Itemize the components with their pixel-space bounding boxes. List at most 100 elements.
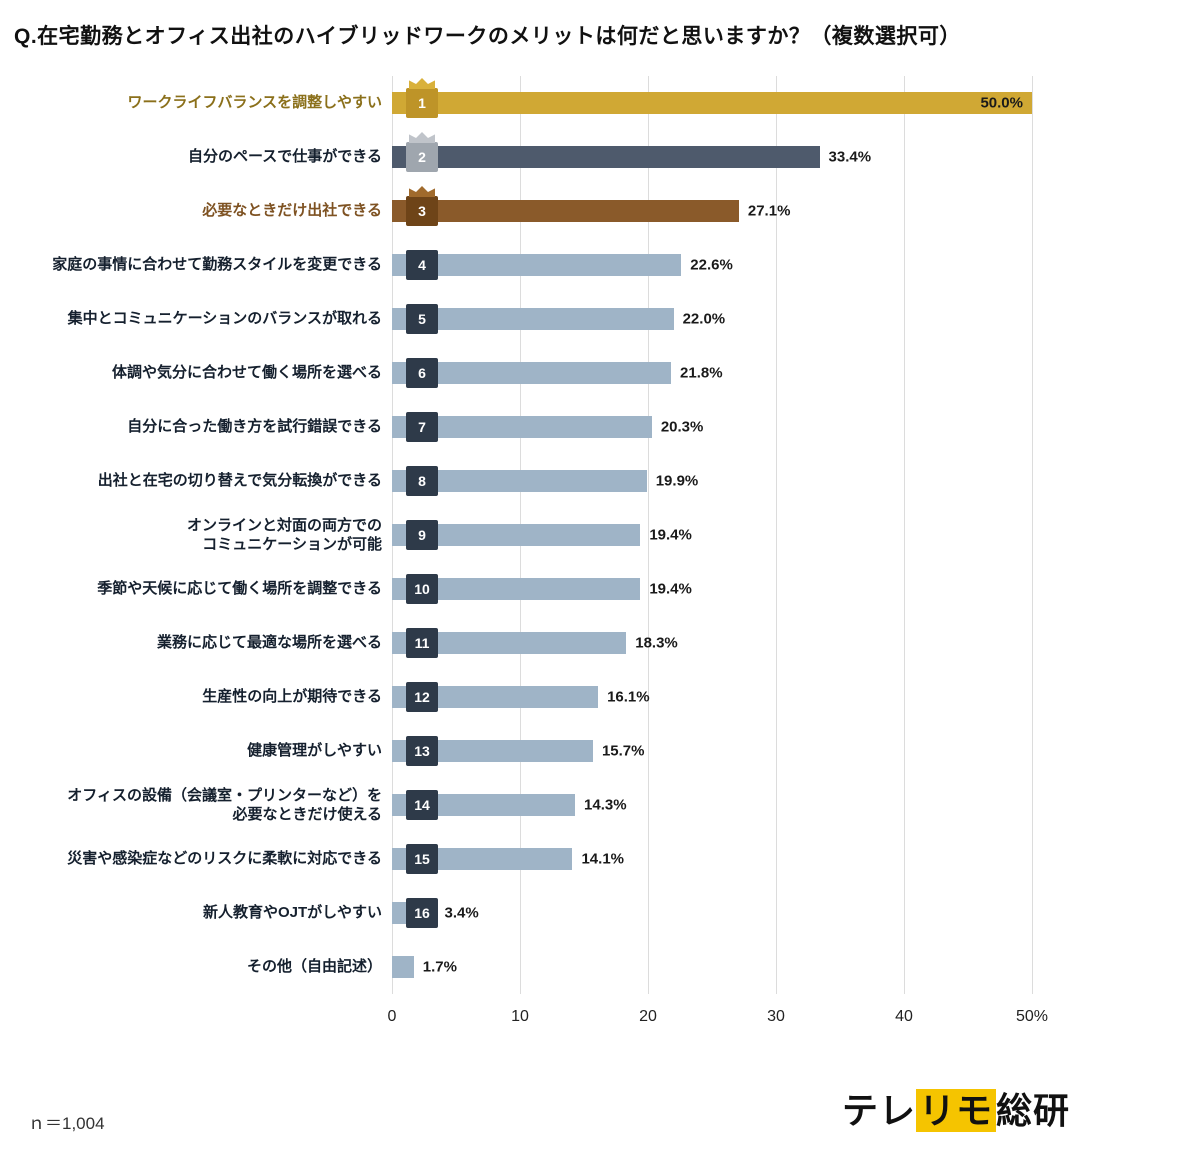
gridline [1032, 76, 1033, 994]
rank-badge: 4 [406, 250, 438, 280]
row-plot: 5 22.0% [392, 292, 1032, 346]
category-label: 災害や感染症などのリスクに柔軟に対応できる [67, 850, 382, 868]
crown-icon [409, 186, 435, 197]
value-label: 16.1% [607, 688, 650, 706]
row-plot: 1.7% [392, 940, 1032, 994]
rank-badge: 2 [406, 132, 438, 172]
row-plot: 8 19.9% [392, 454, 1032, 508]
chart-row: 健康管理がしやすい 13 15.7% [14, 724, 1032, 778]
bar [392, 92, 1032, 114]
row-plot: 1 50.0% [392, 76, 1032, 130]
rank-number: 13 [414, 743, 430, 759]
x-axis-tick: 10 [511, 1008, 529, 1025]
row-plot: 16 3.4% [392, 886, 1032, 940]
value-label: 21.8% [680, 364, 723, 382]
x-axis-tick: 20 [639, 1008, 657, 1025]
x-axis: 0 10 20 30 40 50% [14, 1000, 1048, 1036]
x-axis-tick: 50% [1015, 1008, 1049, 1025]
x-axis-tick: 30 [767, 1008, 785, 1025]
bar [392, 308, 674, 330]
bar [392, 470, 647, 492]
value-label: 18.3% [635, 634, 678, 652]
chart-row: 家庭の事情に合わせて勤務スタイルを変更できる 4 22.6% [14, 238, 1032, 292]
rank-number: 11 [414, 635, 430, 651]
bar [392, 362, 672, 384]
rank-badge: 3 [406, 186, 438, 226]
category-label: 集中とコミュニケーションのバランスが取れる [67, 310, 382, 328]
x-axis-tick: 40 [895, 1008, 913, 1025]
rank-number: 8 [418, 473, 426, 489]
rank-badge: 1 [406, 78, 438, 118]
value-label: 15.7% [601, 742, 645, 760]
bar [392, 146, 820, 168]
chart-row: 生産性の向上が期待できる 12 16.1% [14, 670, 1032, 724]
rank-badge: 12 [406, 682, 438, 712]
bar [392, 578, 641, 600]
rank-number: 7 [418, 419, 426, 435]
gridline [648, 76, 649, 994]
chart-row: オンラインと対面の両方での コミュニケーションが可能 9 19.4% [14, 508, 1032, 562]
row-plot: 10 19.4% [392, 562, 1032, 616]
chart-row: 業務に応じて最適な場所を選べる 11 18.3% [14, 616, 1032, 670]
rank-number: 14 [414, 797, 430, 813]
category-label: 季節や天候に応じて働く場所を調整できる [97, 580, 382, 598]
category-label: 業務に応じて最適な場所を選べる [156, 634, 382, 652]
category-label: 新人教育やOJTがしやすい [202, 904, 382, 922]
rank-badge: 5 [406, 304, 438, 334]
crown-icon [409, 78, 435, 89]
row-plot: 11 18.3% [392, 616, 1032, 670]
category-label: 健康管理がしやすい [247, 742, 382, 760]
gridline [904, 76, 905, 994]
chart-footer: ｎ＝1,004 テレリモ総研 [14, 1082, 1200, 1134]
crown-icon [409, 132, 435, 143]
rank-badge: 14 [406, 790, 438, 820]
gridline [776, 76, 777, 994]
category-label: ワークライフバランスを調整しやすい [127, 94, 382, 112]
rank-number: 2 [418, 149, 426, 165]
rank-badge: 7 [406, 412, 438, 442]
rank-number: 15 [414, 851, 430, 867]
rank-badge: 16 [406, 898, 438, 928]
chart-row: 体調や気分に合わせて働く場所を選べる 6 21.8% [14, 346, 1032, 400]
value-label: 19.9% [655, 472, 699, 490]
bar-chart: ワークライフバランスを調整しやすい 1 50.0% 自分のペースで仕事ができる 2 33.… [14, 76, 1200, 1036]
rank-badge: 13 [406, 736, 438, 766]
chart-row: 出社と在宅の切り替えで気分転換ができる 8 19.9% [14, 454, 1032, 508]
rank-badge: 9 [406, 520, 438, 550]
rank-number: 16 [414, 905, 430, 921]
value-label: 14.3% [584, 796, 627, 814]
x-axis-tick: 0 [387, 1008, 397, 1025]
chart-row: 季節や天候に応じて働く場所を調整できる 10 19.4% [14, 562, 1032, 616]
value-label: 19.4% [649, 580, 692, 598]
logo-part: テレ [841, 1090, 916, 1131]
rank-number: 9 [418, 527, 426, 543]
row-plot: 7 20.3% [392, 400, 1032, 454]
rank-badge: 11 [406, 628, 438, 658]
category-label: オンラインと対面の両方での コミュニケーションが可能 [186, 516, 382, 554]
plot-area: ワークライフバランスを調整しやすい 1 50.0% 自分のペースで仕事ができる 2 33.… [14, 76, 1033, 994]
bar [392, 416, 652, 438]
category-label: 自分に合った働き方を試行錯誤できる [127, 418, 382, 436]
bar [392, 632, 627, 654]
rank-badge: 8 [406, 466, 438, 496]
value-label: 22.6% [690, 256, 733, 274]
rank-badge: 10 [406, 574, 438, 604]
rank-number: 10 [414, 581, 430, 597]
chart-row: 集中とコミュニケーションのバランスが取れる 5 22.0% [14, 292, 1032, 346]
value-label: 27.1% [747, 202, 791, 220]
value-label: 19.4% [649, 526, 692, 544]
chart-row: 自分のペースで仕事ができる 2 33.4% [14, 130, 1032, 184]
category-label: 生産性の向上が期待できる [202, 688, 382, 706]
rank-badge: 15 [406, 844, 438, 874]
chart-row: 自分に合った働き方を試行錯誤できる 7 20.3% [14, 400, 1032, 454]
rank-number: 3 [418, 203, 426, 219]
row-plot: 9 19.4% [392, 508, 1032, 562]
category-label: 体調や気分に合わせて働く場所を選べる [111, 364, 382, 382]
chart-row: 新人教育やOJTがしやすい 16 3.4% [14, 886, 1032, 940]
rank-number: 12 [414, 689, 430, 705]
category-label: オフィスの設備（会議室・プリンターなど）を 必要なときだけ使える [67, 786, 382, 824]
rank-number: 6 [418, 365, 426, 381]
value-label: 33.4% [828, 148, 872, 166]
value-label: 20.3% [660, 418, 704, 436]
row-plot: 6 21.8% [392, 346, 1032, 400]
